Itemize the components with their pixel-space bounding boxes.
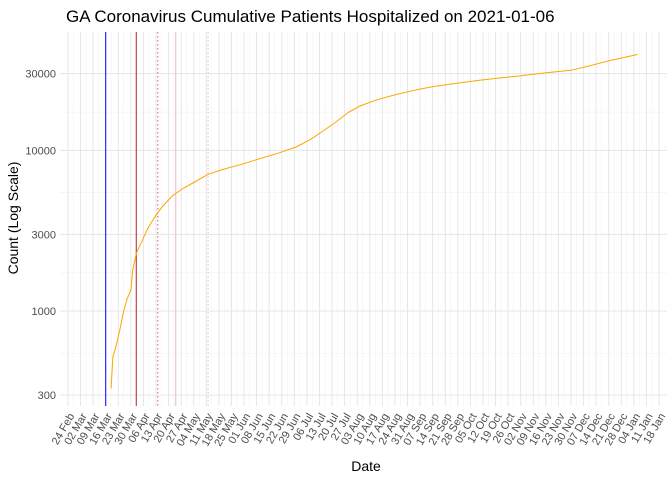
- series: [110, 54, 638, 389]
- grid: [60, 32, 667, 406]
- y-axis-ticks: 300 1000 3000 10000 30000: [25, 69, 56, 403]
- y-tick-label: 3000: [32, 229, 56, 241]
- y-tick-label: 1000: [32, 306, 56, 318]
- series-line: [110, 54, 638, 389]
- event-lines: [105, 32, 209, 406]
- chart-title: GA Coronavirus Cumulative Patients Hospi…: [66, 7, 555, 26]
- y-tick-label: 300: [38, 390, 56, 402]
- y-axis-title: Count (Log Scale): [5, 162, 21, 275]
- y-tick-label: 30000: [25, 69, 56, 81]
- y-tick-label: 10000: [25, 145, 56, 157]
- x-axis-title: Date: [351, 458, 381, 474]
